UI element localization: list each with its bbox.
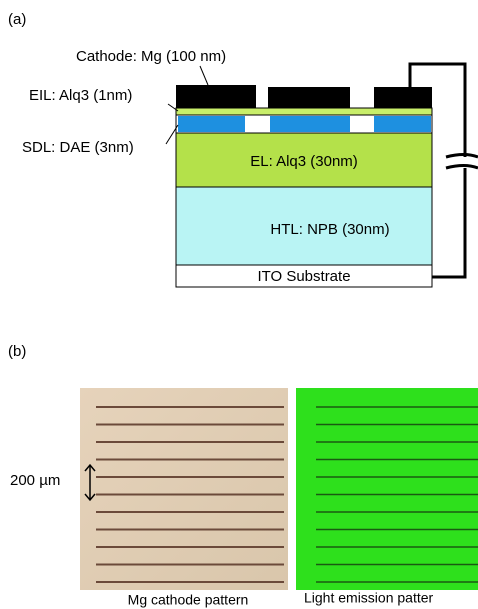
cathode-block [268, 87, 350, 108]
cathode-block [176, 85, 256, 108]
panel-label: (a) [8, 11, 26, 28]
caption: Mg cathode pattern [128, 592, 249, 608]
cathode-photo [80, 388, 288, 590]
htl-label: HTL: NPB (30nm) [270, 221, 389, 238]
panel-label: (b) [8, 343, 26, 360]
el-label: EL: Alq3 (30nm) [250, 153, 358, 170]
emission-photo [296, 388, 478, 590]
sdl-block [374, 116, 431, 132]
figure: (a) Cathode: Mg (100 nm) EIL: Alq3 (1nm)… [0, 0, 478, 609]
scale-label: 200 µm [10, 472, 60, 489]
cathode-block [374, 87, 432, 108]
eil-label: EIL: Alq3 (1nm) [29, 87, 132, 104]
sdl-block [270, 116, 350, 132]
sdl-label: SDL: DAE (3nm) [22, 139, 134, 156]
eil-layer [176, 108, 432, 115]
caption: Light emission patter [304, 590, 434, 606]
substrate-label: ITO Substrate [257, 268, 350, 285]
cathode-label: Cathode: Mg (100 nm) [76, 48, 226, 65]
leader-line [200, 66, 208, 85]
sdl-block [178, 116, 245, 132]
